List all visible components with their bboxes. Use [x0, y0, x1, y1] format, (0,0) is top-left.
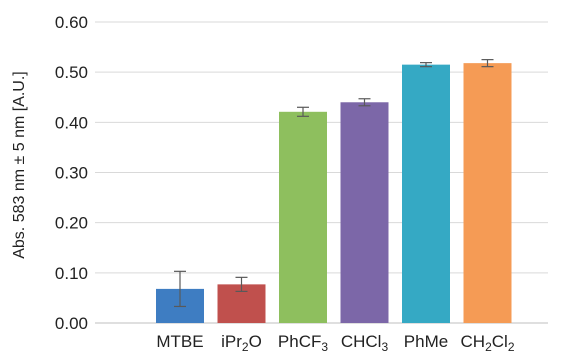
- y-tick-label: 0.40: [55, 113, 88, 132]
- y-tick-label: 0.50: [55, 63, 88, 82]
- bars: [156, 63, 512, 324]
- x-axis-categories: MTBE iPr2O PhCF3 CHCl3 PhMe CH2Cl2: [156, 332, 514, 353]
- x-category-label: PhMe: [404, 332, 448, 351]
- y-axis-label: Abs. 583 nm ± 5 nm [A.U.]: [11, 71, 28, 259]
- x-category-label: CH2Cl2: [461, 332, 515, 353]
- error-bar: [235, 276, 248, 292]
- x-category-label: iPr2O: [221, 332, 262, 353]
- x-category-label: PhCF3: [278, 332, 328, 353]
- y-tick-label: 0.60: [55, 13, 88, 32]
- y-tick-label: 0.30: [55, 164, 88, 183]
- y-axis-ticks: 0.00 0.10 0.20 0.30 0.40 0.50 0.60: [55, 13, 88, 333]
- y-tick-label: 0.10: [55, 264, 88, 283]
- error-bar: [481, 59, 494, 68]
- y-tick-label: 0.20: [55, 214, 88, 233]
- error-bar: [420, 62, 432, 68]
- bar: [340, 102, 389, 324]
- x-category-label: CHCl3: [341, 332, 389, 353]
- error-bar: [174, 270, 186, 308]
- bar: [463, 63, 512, 324]
- x-category-label: MTBE: [156, 332, 203, 351]
- bar: [402, 64, 450, 324]
- error-bars: [174, 59, 494, 308]
- bar: [279, 111, 327, 323]
- error-bar: [358, 98, 371, 107]
- error-bar: [297, 106, 309, 117]
- y-tick-label: 0.00: [55, 314, 88, 333]
